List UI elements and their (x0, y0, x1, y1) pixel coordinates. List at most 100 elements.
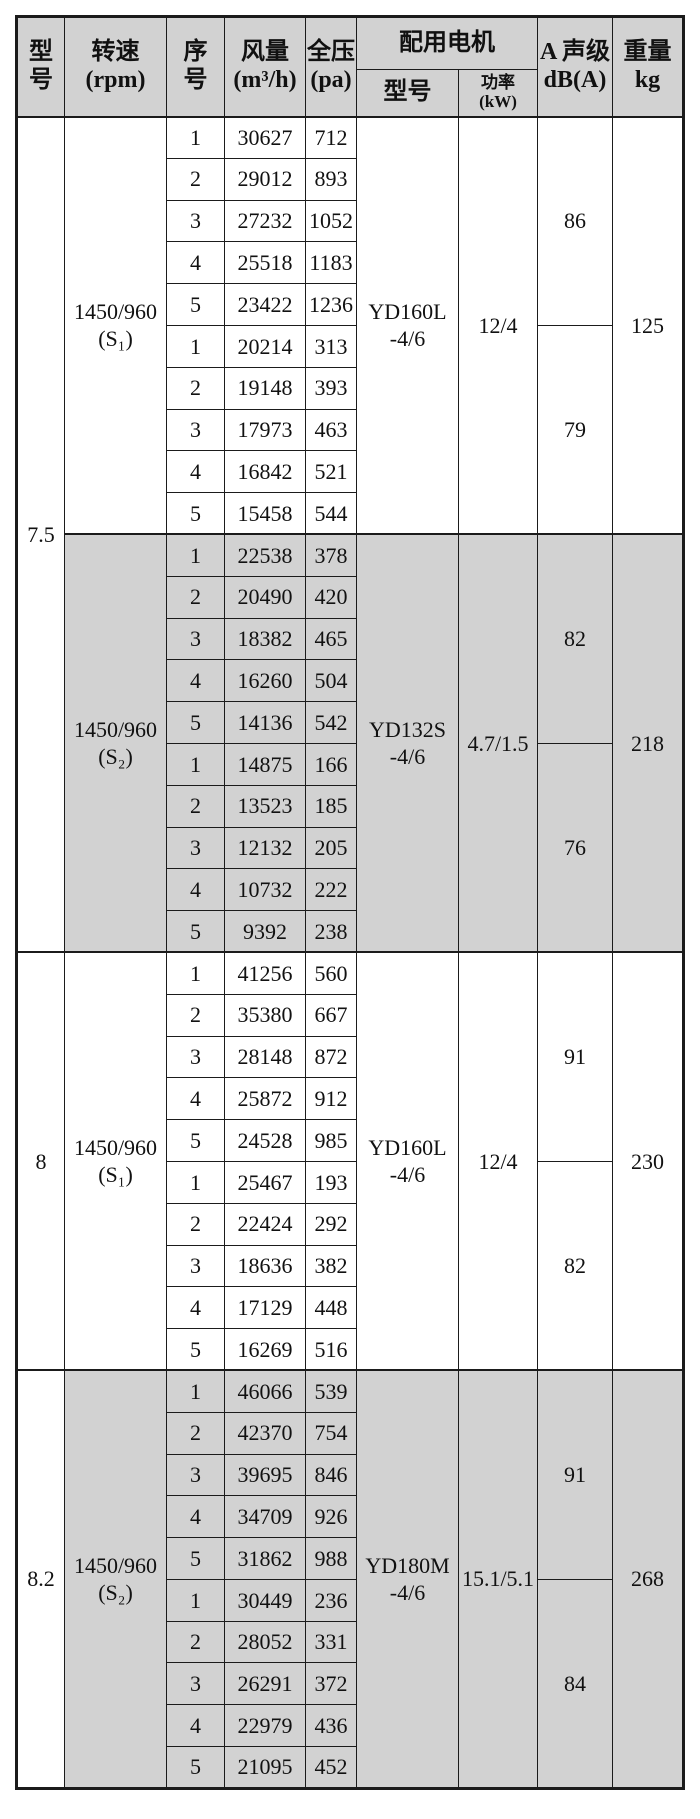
table-row: 2 42370 754 (17, 1411, 684, 1455)
airflow-cell: 31862 (224, 1537, 306, 1580)
table-header: 型 号 转速 (rpm) 序 号 风量 (m³/h) 全压 (pa) 配用电机 … (16, 16, 684, 118)
seq-cell: 4 (166, 241, 225, 285)
airflow-cell: 18382 (224, 617, 306, 661)
seq-cell: 1 (166, 1369, 225, 1413)
seq-cell: 5 (166, 1746, 225, 1789)
pressure-cell: 544 (305, 492, 357, 535)
table-row: 4 17129 448 (17, 1286, 684, 1330)
airflow-cell: 10732 (224, 868, 306, 912)
table-row: 5 21095 452 (17, 1746, 684, 1789)
weight-cell: 230 (612, 951, 684, 1371)
airflow-cell: 27232 (224, 199, 306, 243)
pressure-cell: 893 (305, 157, 357, 201)
pressure-cell: 539 (305, 1369, 357, 1413)
airflow-cell: 19148 (224, 366, 306, 410)
pressure-cell: 436 (305, 1704, 357, 1748)
table-row: 3 26291 372 (17, 1662, 684, 1706)
pressure-cell: 238 (305, 910, 357, 953)
seq-cell: 5 (166, 283, 225, 326)
table-row: 4 34709 926 (17, 1495, 684, 1539)
table-row: 1 30449 236 84 (17, 1578, 684, 1789)
table-row: 4 22979 436 (17, 1704, 684, 1748)
noise-cell: 79 (537, 324, 613, 535)
airflow-cell: 24528 (224, 1119, 306, 1162)
motor-model-cell: YD132S -4/6 (356, 533, 459, 953)
header-noise: A 声级 dB(A) (537, 16, 613, 117)
seq-cell: 1 (166, 533, 225, 577)
airflow-cell: 25872 (224, 1077, 306, 1121)
seq-cell: 4 (166, 1077, 225, 1121)
speed-cell: 1450/960 (S₂) (64, 533, 167, 953)
motor-model-cell: YD160L -4/6 (356, 951, 459, 1371)
table-row: 2 29012 893 (17, 157, 684, 201)
seq-cell: 4 (166, 1286, 225, 1330)
seq-cell: 2 (166, 157, 225, 201)
pressure-cell: 420 (305, 575, 357, 619)
airflow-cell: 25518 (224, 241, 306, 285)
seq-cell: 1 (166, 1578, 225, 1622)
airflow-cell: 14136 (224, 701, 306, 744)
table-row: 2 13523 185 (17, 784, 684, 828)
pressure-cell: 754 (305, 1411, 357, 1455)
seq-cell: 5 (166, 1537, 225, 1580)
noise-cell: 86 (537, 115, 613, 326)
seq-cell: 2 (166, 1620, 225, 1664)
header-airflow: 风量 (m³/h) (224, 16, 306, 117)
seq-cell: 4 (166, 1704, 225, 1748)
pressure-cell: 222 (305, 868, 357, 912)
noise-cell: 91 (537, 1369, 613, 1580)
seq-cell: 3 (166, 199, 225, 243)
airflow-cell: 25467 (224, 1160, 306, 1204)
seq-cell: 1 (166, 742, 225, 786)
model-cell: 8 (16, 951, 65, 1371)
pressure-cell: 542 (305, 701, 357, 744)
airflow-cell: 16269 (224, 1328, 306, 1371)
motor-power-cell: 12/4 (458, 115, 538, 535)
speed-cell: 1450/960 (S₁) (64, 115, 167, 535)
table-row: 2 20490 420 (17, 575, 684, 619)
seq-cell: 3 (166, 1662, 225, 1706)
airflow-cell: 22979 (224, 1704, 306, 1748)
seq-cell: 5 (166, 1328, 225, 1371)
table-row: 1 20214 313 79 (17, 324, 684, 535)
airflow-cell: 28148 (224, 1035, 306, 1079)
table-row: 7.5 1450/960 (S₁) 1 30627 712 YD160L -4/6 12/4… (16, 115, 684, 953)
header-motor-model: 型号 (356, 69, 459, 118)
seq-cell: 2 (166, 575, 225, 619)
airflow-cell: 21095 (224, 1746, 306, 1789)
table-row: 1 25467 193 82 (17, 1160, 684, 1371)
seq-cell: 2 (166, 993, 225, 1037)
seq-cell: 3 (166, 1453, 225, 1497)
table-row: 3 17973 463 (17, 408, 684, 452)
airflow-cell: 34709 (224, 1495, 306, 1539)
fan-spec-table: 型 号 转速 (rpm) 序 号 风量 (m³/h) 全压 (pa) 配用电机 … (15, 15, 685, 1790)
model-cell: 7.5 (16, 115, 65, 953)
airflow-cell: 30449 (224, 1578, 306, 1622)
pressure-cell: 846 (305, 1453, 357, 1497)
header-motor-group: 配用电机 (356, 16, 538, 70)
seq-cell: 5 (166, 492, 225, 535)
seq-cell: 3 (166, 1035, 225, 1079)
seq-cell: 1 (166, 115, 225, 159)
header-speed: 转速 (rpm) (64, 16, 167, 117)
airflow-cell: 16842 (224, 450, 306, 494)
airflow-cell: 9392 (224, 910, 306, 953)
table-row: 2 19148 393 (17, 366, 684, 410)
table-row: 4 10732 222 (17, 868, 684, 912)
header-row-1: 型 号 转速 (rpm) 序 号 风量 (m³/h) 全压 (pa) 配用电机 … (16, 16, 684, 117)
noise-cell: 76 (537, 742, 613, 953)
table-row: 8 1450/960 (S₁) 1 41256 560 YD160L -4/6 12/4 91… (16, 951, 684, 1371)
header-model: 型 号 (16, 16, 65, 117)
pressure-cell: 313 (305, 324, 357, 368)
pressure-cell: 331 (305, 1620, 357, 1664)
table-row: 4 16842 521 (17, 450, 684, 494)
airflow-cell: 14875 (224, 742, 306, 786)
seq-cell: 5 (166, 1119, 225, 1162)
pressure-cell: 205 (305, 826, 357, 870)
noise-cell: 84 (537, 1578, 613, 1789)
pressure-cell: 448 (305, 1286, 357, 1330)
seq-cell: 3 (166, 1244, 225, 1288)
airflow-cell: 17973 (224, 408, 306, 452)
pressure-cell: 712 (305, 115, 357, 159)
